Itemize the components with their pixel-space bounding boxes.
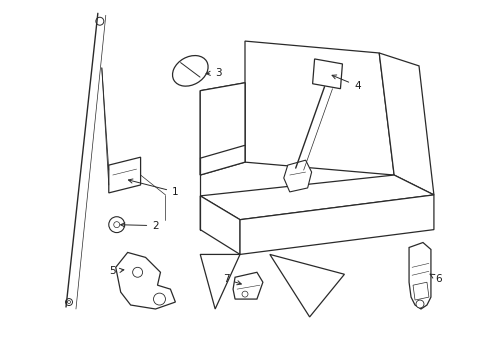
Polygon shape [408, 243, 430, 309]
Circle shape [65, 298, 72, 306]
Polygon shape [200, 83, 244, 158]
Text: 5: 5 [109, 266, 123, 276]
Polygon shape [240, 195, 433, 255]
Polygon shape [200, 196, 240, 255]
Circle shape [67, 301, 70, 303]
Polygon shape [244, 41, 393, 175]
Polygon shape [200, 175, 433, 220]
Circle shape [114, 222, 120, 228]
Ellipse shape [172, 55, 208, 86]
Text: 1: 1 [128, 179, 178, 197]
Polygon shape [379, 53, 433, 195]
Text: 6: 6 [429, 274, 441, 284]
Circle shape [132, 267, 142, 277]
Polygon shape [200, 255, 240, 309]
Text: 2: 2 [121, 221, 159, 231]
Circle shape [108, 217, 124, 233]
Circle shape [415, 300, 423, 308]
Circle shape [242, 291, 247, 297]
Circle shape [96, 17, 103, 25]
Polygon shape [233, 272, 263, 299]
Text: 4: 4 [331, 75, 360, 91]
Text: 7: 7 [223, 274, 241, 285]
Polygon shape [116, 252, 175, 309]
Text: 3: 3 [205, 68, 221, 78]
Polygon shape [412, 282, 428, 300]
Polygon shape [283, 160, 311, 192]
Polygon shape [269, 255, 344, 317]
Circle shape [153, 293, 165, 305]
Polygon shape [312, 59, 342, 89]
Polygon shape [108, 157, 141, 193]
Polygon shape [200, 83, 244, 175]
Polygon shape [200, 145, 244, 175]
